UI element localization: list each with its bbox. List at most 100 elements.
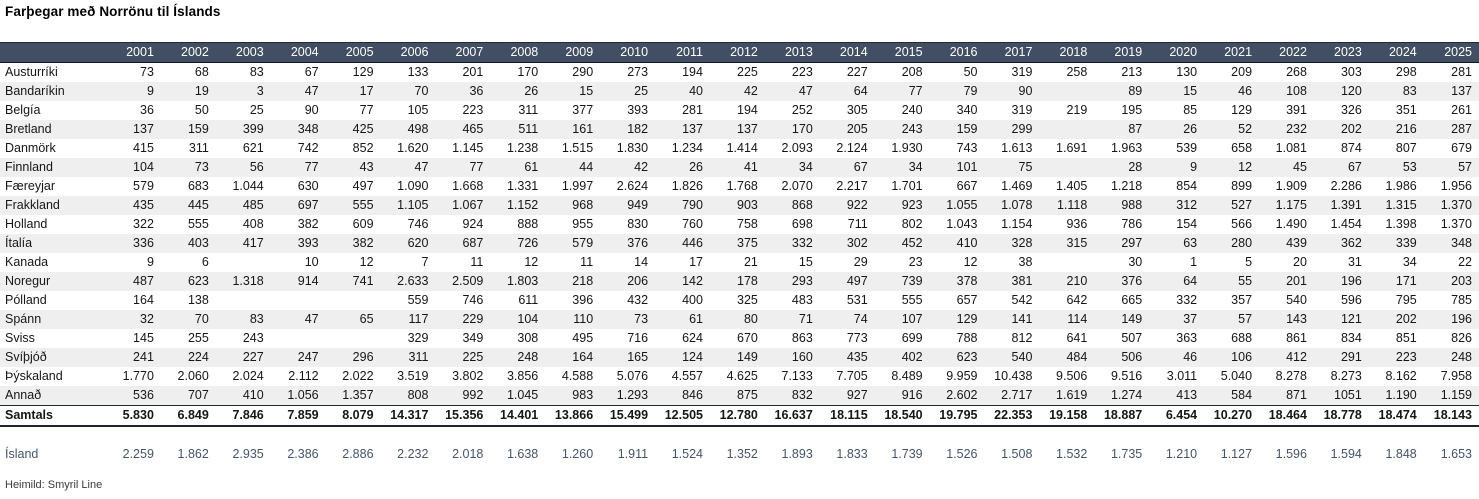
value-cell: 15 bbox=[1149, 82, 1205, 101]
value-cell: 11 bbox=[580, 255, 594, 269]
value-cell: 164 bbox=[133, 293, 154, 307]
year-header: 2017 bbox=[984, 42, 1040, 63]
value-cell: 5.040 bbox=[1220, 369, 1253, 383]
value-cell: 497 bbox=[819, 272, 875, 291]
value-cell: 26 bbox=[655, 158, 710, 177]
value-cell: 129 bbox=[929, 310, 985, 329]
value-cell: 992 bbox=[435, 386, 491, 406]
value-cell: 688 bbox=[1231, 331, 1253, 345]
value-cell: 110 bbox=[545, 310, 601, 329]
value-cell: 1.331 bbox=[506, 179, 539, 193]
value-cell: 340 bbox=[956, 103, 978, 117]
value-cell: 43 bbox=[325, 158, 381, 177]
value-cell: 393 bbox=[627, 103, 649, 117]
value-cell: 4.625 bbox=[726, 369, 758, 383]
value-cell: 8.278 bbox=[1275, 369, 1307, 383]
value-cell: 832 bbox=[764, 386, 820, 406]
value-cell: 312 bbox=[1149, 196, 1205, 215]
year-header: 2008 bbox=[490, 42, 546, 63]
value-cell: 2.602 bbox=[929, 386, 985, 406]
island-row: Ísland 2.259 1.862 2.935 2.386 2.886 2.232 2.01… bbox=[0, 445, 1479, 464]
country-cell: Danmörk bbox=[5, 141, 56, 155]
value-cell: 1.078 bbox=[984, 196, 1040, 215]
totals-value: 16.637 bbox=[764, 405, 820, 427]
page-title: Farþegar með Norrönu til Íslands bbox=[5, 4, 221, 19]
value-cell: 329 bbox=[407, 331, 429, 345]
value-cell: 596 bbox=[1340, 293, 1362, 307]
value-cell: 296 bbox=[325, 348, 381, 367]
value-cell: 305 bbox=[846, 103, 868, 117]
island-value: 1.260 bbox=[545, 445, 601, 464]
value-cell: 311 bbox=[188, 141, 209, 155]
value-cell: 3 bbox=[215, 82, 271, 101]
value-cell: 75 bbox=[984, 158, 1040, 177]
value-cell: 1.454 bbox=[1330, 217, 1362, 231]
value-cell: 36 bbox=[435, 82, 491, 101]
value-cell: 425 bbox=[325, 120, 381, 139]
value-cell: 73 bbox=[600, 310, 656, 329]
island-value: 1.127 bbox=[1204, 445, 1260, 464]
value-cell: 89 bbox=[1094, 82, 1150, 101]
totals-value: 6.849 bbox=[160, 405, 216, 427]
year-header: 2016 bbox=[929, 42, 985, 63]
value-cell: 161 bbox=[545, 120, 601, 139]
value-cell: 287 bbox=[1423, 120, 1479, 139]
value-cell: 375 bbox=[709, 234, 765, 253]
value-cell: 293 bbox=[764, 272, 820, 291]
value-cell bbox=[326, 329, 381, 348]
value-cell: 9.959 bbox=[946, 369, 978, 383]
totals-label: Samtals bbox=[0, 405, 106, 427]
table-row: Pólland 164 138 559 746 611 396 432 400 325 483 531… bbox=[0, 291, 1479, 310]
value-cell: 348 bbox=[270, 120, 326, 139]
country-cell: Annað bbox=[0, 386, 106, 406]
value-cell: 1.490 bbox=[1275, 217, 1307, 231]
value-cell: 61 bbox=[490, 158, 546, 177]
value-cell: 506 bbox=[1094, 348, 1150, 367]
value-cell: 1.043 bbox=[946, 217, 978, 231]
value-cell: 435 bbox=[106, 196, 161, 215]
year-header-row: 2001 2002 2003 2004 2005 2006 2007 2008 2009 2010… bbox=[0, 42, 1479, 63]
value-cell: 1.668 bbox=[452, 179, 484, 193]
value-cell: 302 bbox=[819, 234, 875, 253]
value-cell: 2.633 bbox=[380, 272, 436, 291]
value-cell: 10 bbox=[304, 255, 319, 269]
table-row: Spánn 32 70 83 47 65 117 229 104 110 73 61 80 71 74 107… bbox=[0, 310, 1479, 329]
value-cell: 311 bbox=[380, 348, 436, 367]
value-cell: 376 bbox=[1094, 272, 1150, 291]
value-cell: 786 bbox=[1121, 217, 1143, 231]
value-cell: 159 bbox=[929, 120, 985, 139]
value-cell: 67 bbox=[1313, 158, 1369, 177]
value-cell: 137 bbox=[655, 120, 710, 139]
totals-value: 6.454 bbox=[1149, 405, 1205, 427]
year-header: 2010 bbox=[600, 42, 656, 63]
value-cell: 584 bbox=[1204, 386, 1260, 406]
value-cell: 104 bbox=[490, 310, 546, 329]
country-cell: Sviss bbox=[5, 331, 35, 345]
value-cell: 2.286 bbox=[1330, 179, 1362, 193]
value-cell: 1.067 bbox=[435, 196, 491, 215]
value-cell: 698 bbox=[791, 217, 813, 231]
value-cell: 851 bbox=[1395, 331, 1417, 345]
value-cell bbox=[216, 291, 271, 310]
value-cell: 410 bbox=[215, 386, 271, 406]
value-cell: 73 bbox=[140, 65, 154, 79]
value-cell: 332 bbox=[1176, 293, 1198, 307]
island-value: 2.259 bbox=[106, 445, 161, 464]
value-cell: 36 bbox=[140, 103, 154, 117]
value-cell: 527 bbox=[1204, 196, 1260, 215]
value-cell: 297 bbox=[1094, 234, 1150, 253]
country-cell: Frakkland bbox=[0, 196, 106, 215]
year-header: 2022 bbox=[1259, 42, 1314, 63]
value-cell: 1.055 bbox=[929, 196, 985, 215]
value-cell: 219 bbox=[1066, 103, 1088, 117]
value-cell: 611 bbox=[518, 293, 539, 307]
value-cell: 17 bbox=[325, 82, 381, 101]
value-cell: 1.997 bbox=[561, 179, 594, 193]
value-cell: 319 bbox=[1011, 65, 1033, 79]
value-cell: 202 bbox=[1313, 120, 1369, 139]
value-cell: 37 bbox=[1149, 310, 1205, 329]
value-cell: 1.218 bbox=[1110, 179, 1143, 193]
island-value: 2.886 bbox=[325, 445, 381, 464]
value-cell: 1.370 bbox=[1423, 196, 1479, 215]
value-cell: 1.620 bbox=[397, 141, 429, 155]
